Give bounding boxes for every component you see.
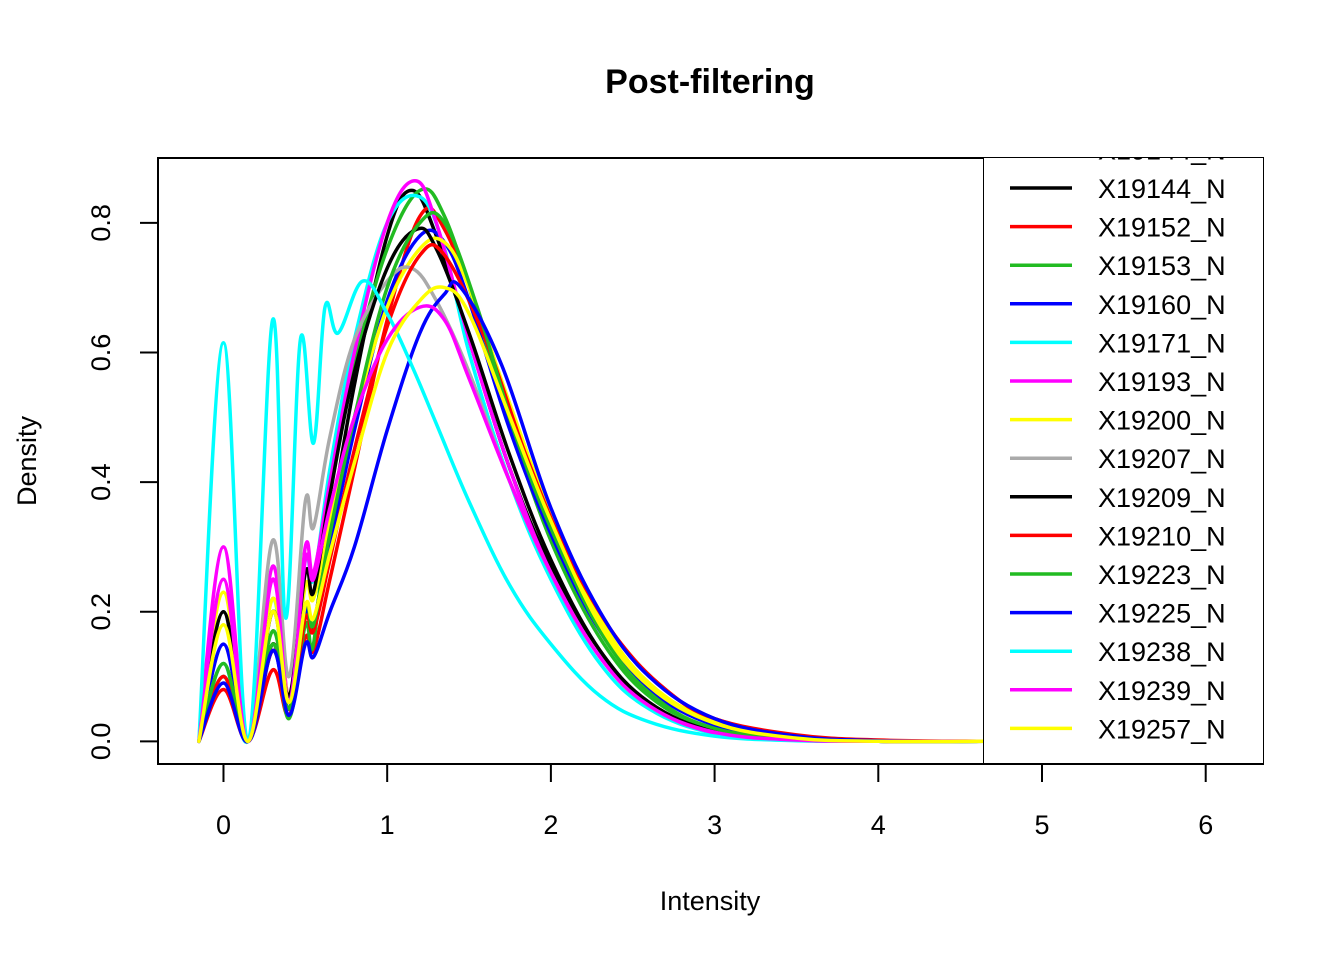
- series-line-X19207_N: [197, 265, 987, 744]
- chart-title: Post-filtering: [605, 63, 815, 101]
- series-line-X19153_N: [197, 187, 987, 744]
- y-tick-label: 0.6: [86, 334, 116, 372]
- x-tick-label: 5: [1034, 810, 1049, 840]
- legend: X19144_N X19144_N X19152_N X19153_N X19160_N…: [983, 135, 1263, 764]
- legend-label: X19153_N: [1098, 251, 1226, 281]
- x-axis-label: Intensity: [660, 886, 761, 916]
- legend-label: X19223_N: [1098, 560, 1226, 590]
- legend-label: X19144_N: [1098, 174, 1226, 204]
- x-tick-label: 3: [707, 810, 722, 840]
- series-line-X19239_N: [197, 304, 987, 744]
- series-line-X19171_N: [197, 193, 987, 744]
- legend-label: X19144_N: [1098, 135, 1226, 165]
- x-tick-label: 0: [216, 810, 231, 840]
- legend-label: X19193_N: [1098, 367, 1226, 397]
- x-tick-label: 2: [543, 810, 558, 840]
- series-line-X19223_N: [197, 210, 987, 744]
- legend-items: X19144_N X19144_N X19152_N X19153_N X19160_N…: [1010, 135, 1226, 744]
- legend-label: X19160_N: [1098, 290, 1226, 320]
- legend-label: X19210_N: [1098, 521, 1226, 551]
- series-line-X19200_N: [197, 236, 987, 744]
- legend-label: X19207_N: [1098, 444, 1226, 474]
- y-tick-label: 0.0: [86, 723, 116, 761]
- y-axis-label: Density: [12, 415, 42, 506]
- series-line-X19225_N: [197, 280, 987, 744]
- legend-label: X19171_N: [1098, 328, 1226, 358]
- x-axis: 0 1 2 3 4 5 6: [216, 763, 1213, 840]
- series-line-X19160_N: [197, 228, 987, 744]
- legend-label: X19209_N: [1098, 483, 1226, 513]
- series-line-X19152_N: [197, 205, 987, 744]
- series-line-X19193_N: [197, 178, 987, 744]
- series-line-X19257_N: [197, 285, 987, 744]
- series-line-X19238_N: [197, 279, 987, 744]
- y-tick-label: 0.4: [86, 463, 116, 501]
- y-axis: 0.0 0.2 0.4 0.6 0.8: [86, 204, 159, 761]
- series-group: [197, 178, 987, 744]
- legend-label: X19152_N: [1098, 213, 1226, 243]
- legend-label: X19238_N: [1098, 637, 1226, 667]
- x-tick-label: 6: [1198, 810, 1213, 840]
- x-tick-label: 1: [380, 810, 395, 840]
- legend-label: X19257_N: [1098, 714, 1226, 744]
- y-tick-label: 0.2: [86, 593, 116, 631]
- y-tick-label: 0.8: [86, 204, 116, 242]
- legend-box: [983, 158, 1263, 764]
- legend-label: X19200_N: [1098, 406, 1226, 436]
- series-line-X19210_N: [197, 243, 987, 744]
- legend-label: X19239_N: [1098, 676, 1226, 706]
- legend-label: X19225_N: [1098, 599, 1226, 629]
- series-line-X19209_N: [197, 226, 987, 744]
- series-line-X19144_N: [197, 188, 987, 744]
- x-tick-label: 4: [871, 810, 886, 840]
